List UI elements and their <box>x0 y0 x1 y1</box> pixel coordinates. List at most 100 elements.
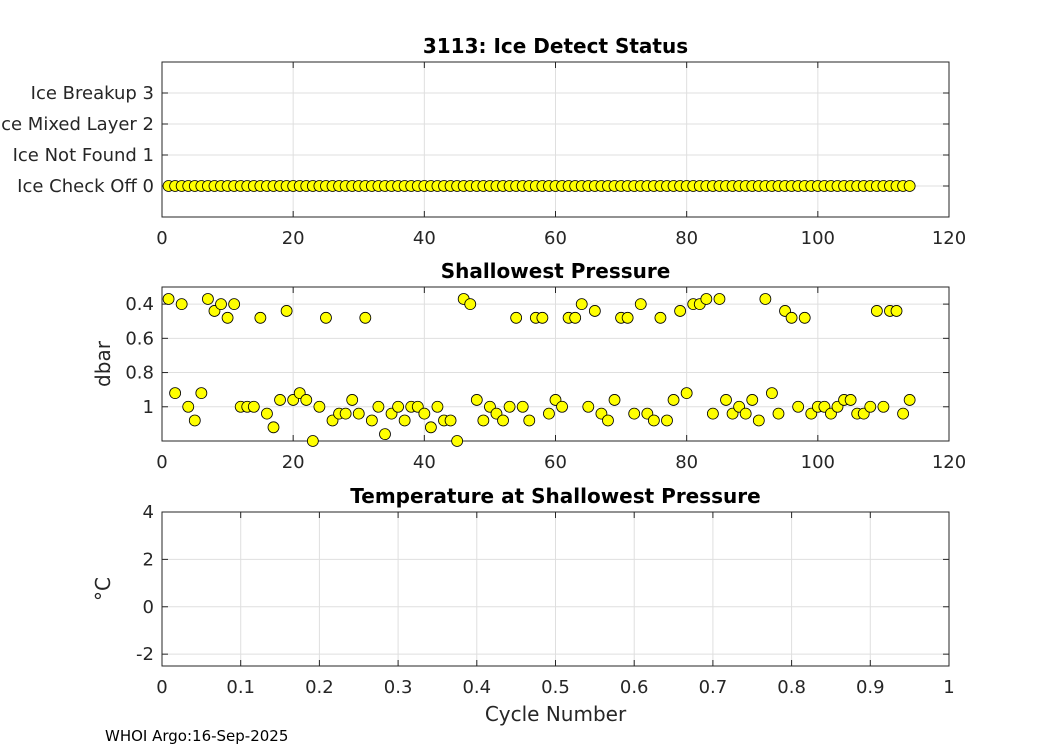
shallowest-pressure-data-point <box>680 387 693 399</box>
shallowest-pressure-data-point <box>556 400 568 413</box>
shallowest-pressure-data-point <box>746 394 759 406</box>
temperature-y-axis-label: °C <box>91 577 115 601</box>
shallowest-pressure-data-point <box>444 414 457 427</box>
shallowest-pressure-data-point <box>503 400 516 413</box>
shallowest-pressure-data-point <box>516 400 529 413</box>
shallowest-pressure-data-point <box>870 305 883 317</box>
shallowest-pressure-data-point <box>392 400 405 413</box>
shallowest-pressure-data-point <box>280 305 293 317</box>
shallowest-pressure-data-point <box>772 407 785 420</box>
shallowest-pressure-x-tick-label: 120 <box>932 452 966 473</box>
shallowest-pressure-data-point <box>792 400 805 413</box>
shallowest-pressure-x-tick-label: 0 <box>156 452 167 473</box>
shallowest-pressure-data-point <box>477 414 490 427</box>
shallowest-pressure-data-point <box>588 305 601 317</box>
temperature-y-tick-label: 0 <box>143 597 154 618</box>
temperature-x-tick-label: 0.3 <box>384 677 413 698</box>
ice-status-data-point <box>903 180 916 192</box>
ice-status-x-tick-label: 20 <box>282 228 305 249</box>
ice-status-y-tick-label: Ice Not Found 1 <box>13 145 154 166</box>
shallowest-pressure-data-point <box>720 394 732 406</box>
shallowest-pressure-data-point <box>398 414 411 427</box>
shallowest-pressure-data-point <box>300 394 313 406</box>
shallowest-pressure-panel: 0 20 40 60 80 100 120 0.4 0.6 0.8 1 Shallowest Pres… <box>91 259 966 473</box>
shallowest-pressure-data-point <box>339 407 352 420</box>
shallowest-pressure-data-point <box>759 293 772 305</box>
shallowest-pressure-data-point <box>464 298 477 311</box>
temperature-x-tick-label: 1 <box>943 677 954 698</box>
ice-status-y-tick-label: Ice Breakup 3 <box>31 83 154 104</box>
temperature-x-axis-label: Cycle Number <box>485 702 627 726</box>
shallowest-pressure-data-point <box>602 414 614 427</box>
shallowest-pressure-data-point <box>739 407 752 420</box>
shallowest-pressure-data-point <box>274 394 286 406</box>
shallowest-pressure-data-point <box>752 414 765 427</box>
temperature-x-tick-label: 0.5 <box>541 677 570 698</box>
shallowest-pressure-data-point <box>306 435 319 447</box>
shallowest-pressure-data-point <box>877 400 890 413</box>
temperature-x-tick-label: 0.6 <box>620 677 649 698</box>
shallowest-pressure-data-point <box>261 407 273 420</box>
shallowest-pressure-x-tick-label: 100 <box>801 452 835 473</box>
shallowest-pressure-data-point <box>215 298 227 311</box>
shallowest-pressure-data-point <box>575 298 588 311</box>
shallowest-pressure-data-point <box>582 400 595 413</box>
shallowest-pressure-y-tick-label: 0.6 <box>125 328 154 349</box>
shallowest-pressure-x-tick-label: 80 <box>675 452 698 473</box>
shallowest-pressure-data-point <box>674 305 687 317</box>
ice-status-x-tick-label: 80 <box>675 228 698 249</box>
shallowest-pressure-y-axis-label: dbar <box>91 340 115 387</box>
shallowest-pressure-data-point <box>188 414 201 427</box>
shallowest-pressure-y-tick-label: 0.4 <box>125 294 154 315</box>
shallowest-pressure-data-point <box>661 414 673 427</box>
shallowest-pressure-data-point <box>798 311 811 324</box>
shallowest-pressure-data-point <box>313 400 326 413</box>
shallowest-pressure-data-point <box>228 298 241 311</box>
shallowest-pressure-data-point <box>372 400 385 413</box>
temperature-x-tick-label: 0.9 <box>856 677 885 698</box>
shallowest-pressure-data-point <box>175 298 188 311</box>
ice-status-x-tick-label: 60 <box>544 228 567 249</box>
shallowest-pressure-data-point <box>523 414 536 427</box>
shallowest-pressure-data-point <box>202 293 214 305</box>
shallowest-pressure-data-point <box>359 311 372 324</box>
shallowest-pressure-data-point <box>497 414 509 427</box>
shallowest-pressure-data-point <box>569 311 582 324</box>
shallowest-pressure-x-tick-label: 20 <box>282 452 305 473</box>
temperature-y-tick-label: 2 <box>143 549 154 570</box>
temperature-y-tick-label: -2 <box>136 644 154 665</box>
shallowest-pressure-data-point <box>897 407 909 420</box>
shallowest-pressure-data-point <box>628 407 641 420</box>
shallowest-pressure-data-point <box>536 311 549 324</box>
shallowest-pressure-data-point <box>352 407 365 420</box>
temperature-x-tick-label: 0 <box>156 677 167 698</box>
shallowest-pressure-data-point <box>431 400 444 413</box>
shallowest-pressure-points <box>162 293 916 447</box>
shallowest-pressure-data-point <box>667 394 680 406</box>
temperature-x-tick-label: 0.1 <box>226 677 255 698</box>
footer-text: WHOI Argo:16-Sep-2025 <box>105 727 288 745</box>
temperature-x-tick-label: 0.7 <box>699 677 728 698</box>
ice-status-x-tick-label: 120 <box>932 228 966 249</box>
shallowest-pressure-data-point <box>634 298 647 311</box>
ice-status-x-tick-label: 0 <box>156 228 167 249</box>
temperature-x-tick-label: 0.2 <box>305 677 334 698</box>
shallowest-pressure-data-point <box>510 311 523 324</box>
temperature-title: Temperature at Shallowest Pressure <box>350 484 760 508</box>
shallowest-pressure-data-point <box>346 394 359 406</box>
shallowest-pressure-data-point <box>903 394 916 406</box>
shallowest-pressure-data-point <box>182 400 195 413</box>
shallowest-pressure-data-point <box>700 293 713 305</box>
shallowest-pressure-data-point <box>864 400 877 413</box>
shallowest-pressure-x-tick-label: 40 <box>413 452 436 473</box>
shallowest-pressure-data-point <box>621 311 634 324</box>
shallowest-pressure-x-tick-label: 60 <box>544 452 567 473</box>
shallowest-pressure-data-point <box>320 311 332 324</box>
shallowest-pressure-data-point <box>169 387 182 399</box>
shallowest-pressure-data-point <box>470 394 483 406</box>
ice-status-y-tick-label: Ice Mixed Layer 2 <box>0 114 154 135</box>
ice-detect-status-panel: 0 20 40 60 80 100 120 Ice Check Off 0 Ice Not Fo… <box>0 34 966 249</box>
temperature-x-tick-label: 0.8 <box>777 677 806 698</box>
shallowest-pressure-data-point <box>543 407 555 420</box>
